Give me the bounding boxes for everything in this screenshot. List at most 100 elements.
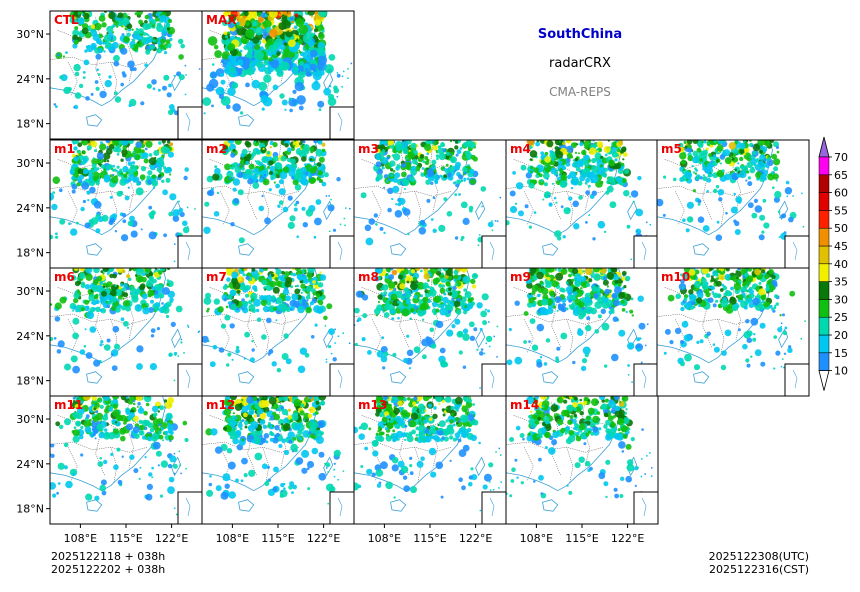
radar-echo	[263, 148, 265, 150]
radar-echo	[122, 146, 127, 151]
radar-echo	[57, 349, 62, 354]
radar-echo	[303, 144, 310, 151]
radar-echo	[240, 153, 245, 158]
radar-echo	[123, 321, 129, 327]
radar-echo	[331, 353, 333, 355]
radar-echo	[680, 340, 684, 344]
radar-echo	[383, 311, 385, 313]
radar-echo	[308, 40, 315, 47]
radar-echo	[303, 419, 305, 421]
radar-echo	[392, 353, 396, 357]
radar-echo	[169, 455, 176, 462]
radar-echo	[99, 91, 106, 98]
radar-echo	[721, 365, 726, 370]
radar-echo	[240, 50, 243, 53]
radar-echo	[238, 189, 244, 195]
radar-echo	[174, 261, 176, 263]
radar-echo	[547, 277, 551, 281]
radar-echo	[132, 161, 136, 165]
radar-echo	[299, 25, 309, 35]
radar-echo	[709, 172, 711, 174]
radar-echo	[488, 222, 494, 228]
radar-echo	[85, 426, 92, 433]
radar-echo	[63, 55, 65, 57]
radar-echo	[228, 462, 236, 470]
radar-echo	[584, 155, 590, 161]
radar-echo	[753, 333, 755, 335]
radar-echo	[108, 432, 115, 439]
radar-echo	[180, 44, 185, 49]
radar-echo	[58, 482, 61, 485]
radar-echo	[291, 57, 293, 59]
radar-echo	[775, 351, 780, 356]
radar-echo	[686, 228, 690, 232]
radar-echo	[245, 426, 248, 429]
member-label: m3	[358, 142, 379, 156]
radar-echo	[435, 176, 439, 180]
radar-echo	[141, 228, 143, 230]
radar-echo	[583, 270, 585, 272]
radar-echo	[247, 288, 249, 290]
radar-echo	[253, 56, 255, 58]
radar-echo	[720, 288, 724, 292]
radar-echo	[235, 479, 239, 483]
radar-echo	[310, 150, 313, 153]
radar-echo	[532, 345, 538, 351]
radar-echo	[273, 467, 279, 473]
radar-echo	[237, 12, 240, 15]
radar-echo	[142, 420, 149, 427]
radar-echo	[598, 314, 602, 318]
radar-echo	[399, 179, 402, 182]
radar-echo	[446, 164, 449, 167]
radar-echo	[567, 153, 573, 159]
radar-echo	[116, 448, 120, 452]
radar-echo	[631, 381, 633, 383]
radar-echo	[582, 152, 585, 155]
radar-echo	[333, 229, 336, 232]
radar-echo	[246, 68, 253, 75]
radar-echo	[646, 222, 648, 224]
radar-echo	[367, 350, 372, 355]
scs-inset	[330, 107, 354, 139]
scs-inset	[634, 236, 658, 268]
radar-echo	[142, 293, 148, 299]
radar-echo	[131, 29, 133, 31]
radar-echo	[409, 150, 411, 152]
radar-echo	[111, 404, 113, 406]
radar-echo	[431, 218, 434, 221]
radar-echo	[447, 173, 452, 178]
radar-echo	[114, 142, 116, 144]
radar-echo	[457, 149, 462, 154]
lat-tick-label: 30°N	[16, 28, 44, 41]
radar-echo	[64, 418, 71, 425]
radar-echo	[289, 30, 291, 32]
radar-echo	[110, 174, 113, 177]
radar-echo	[701, 152, 708, 159]
radar-echo	[575, 299, 581, 305]
radar-echo	[716, 185, 719, 188]
radar-echo	[81, 282, 85, 286]
radar-echo	[489, 346, 491, 348]
radar-echo	[578, 152, 580, 154]
radar-echo	[610, 201, 617, 208]
radar-echo	[127, 327, 129, 329]
radar-echo	[269, 188, 272, 191]
radar-echo	[171, 322, 176, 327]
radar-echo	[169, 193, 176, 200]
radar-echo	[420, 220, 425, 225]
radar-echo	[162, 35, 165, 38]
radar-echo	[228, 301, 231, 304]
radar-echo	[99, 457, 102, 460]
radar-echo	[558, 303, 562, 307]
radar-echo	[188, 326, 190, 328]
radar-echo	[202, 336, 209, 343]
radar-echo	[463, 218, 470, 225]
radar-echo	[151, 435, 157, 441]
radar-echo	[129, 104, 132, 107]
radar-echo	[230, 323, 235, 328]
radar-echo	[127, 33, 131, 37]
radar-echo	[180, 341, 182, 343]
radar-echo	[94, 496, 99, 501]
radar-echo	[169, 298, 174, 303]
radar-echo	[154, 291, 158, 295]
